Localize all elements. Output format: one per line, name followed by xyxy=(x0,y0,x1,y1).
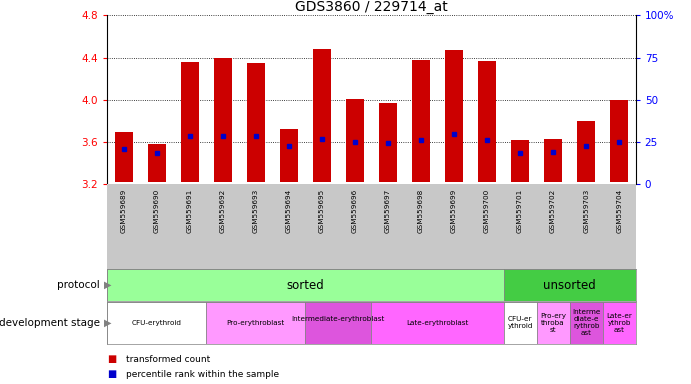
Text: GSM559704: GSM559704 xyxy=(616,189,622,233)
Bar xyxy=(346,99,364,182)
Text: GSM559695: GSM559695 xyxy=(319,189,325,233)
Text: CFU-erythroid: CFU-erythroid xyxy=(132,320,182,326)
Text: Late-erythroblast: Late-erythroblast xyxy=(406,320,468,326)
Text: Late-er
ythrob
ast: Late-er ythrob ast xyxy=(606,313,632,333)
Text: ■: ■ xyxy=(107,369,116,379)
Bar xyxy=(107,269,504,301)
Text: sorted: sorted xyxy=(287,279,324,291)
Text: unsorted: unsorted xyxy=(543,279,596,291)
Text: GSM559692: GSM559692 xyxy=(220,189,226,233)
Text: GSM559689: GSM559689 xyxy=(121,189,126,233)
Text: ■: ■ xyxy=(107,354,116,364)
Text: development stage: development stage xyxy=(0,318,100,328)
Text: GSM559703: GSM559703 xyxy=(583,189,589,233)
Bar xyxy=(247,63,265,182)
Bar xyxy=(313,49,331,182)
Bar xyxy=(504,269,636,301)
Text: GSM559690: GSM559690 xyxy=(153,189,160,233)
Text: GSM559694: GSM559694 xyxy=(286,189,292,233)
Bar xyxy=(115,131,133,182)
Text: Pro-ery
throba
st: Pro-ery throba st xyxy=(540,313,566,333)
Bar xyxy=(511,140,529,182)
Text: GSM559697: GSM559697 xyxy=(385,189,391,233)
Bar xyxy=(206,302,305,344)
Text: GSM559691: GSM559691 xyxy=(187,189,193,233)
Text: ▶: ▶ xyxy=(104,280,111,290)
Text: protocol: protocol xyxy=(57,280,100,290)
Bar xyxy=(504,302,537,344)
Bar xyxy=(305,302,372,344)
Text: GSM559699: GSM559699 xyxy=(451,189,457,233)
Bar xyxy=(478,61,496,182)
Bar xyxy=(603,302,636,344)
Text: GSM559701: GSM559701 xyxy=(517,189,523,233)
Text: GSM559700: GSM559700 xyxy=(484,189,490,233)
Text: transformed count: transformed count xyxy=(126,354,211,364)
Bar xyxy=(180,62,199,182)
Text: percentile rank within the sample: percentile rank within the sample xyxy=(126,370,280,379)
Text: Interme
diate-e
rythrob
ast: Interme diate-e rythrob ast xyxy=(572,310,600,336)
Bar xyxy=(372,302,504,344)
Bar xyxy=(214,58,231,182)
Bar xyxy=(537,302,569,344)
Text: GSM559693: GSM559693 xyxy=(253,189,258,233)
Text: ▶: ▶ xyxy=(104,318,111,328)
Bar xyxy=(610,100,628,182)
Bar xyxy=(569,302,603,344)
Text: GSM559698: GSM559698 xyxy=(418,189,424,233)
Bar xyxy=(379,103,397,182)
Bar xyxy=(445,50,463,182)
Text: Pro-erythroblast: Pro-erythroblast xyxy=(227,320,285,326)
Bar xyxy=(544,139,562,182)
Bar xyxy=(412,60,430,182)
Text: GSM559702: GSM559702 xyxy=(550,189,556,233)
Text: CFU-er
ythroid: CFU-er ythroid xyxy=(507,316,533,329)
Bar xyxy=(280,129,298,182)
Title: GDS3860 / 229714_at: GDS3860 / 229714_at xyxy=(295,0,448,14)
Text: GSM559696: GSM559696 xyxy=(352,189,358,233)
Bar xyxy=(577,121,595,182)
Bar xyxy=(148,144,166,182)
Bar xyxy=(107,302,206,344)
Text: Intermediate-erythroblast: Intermediate-erythroblast xyxy=(292,316,385,329)
